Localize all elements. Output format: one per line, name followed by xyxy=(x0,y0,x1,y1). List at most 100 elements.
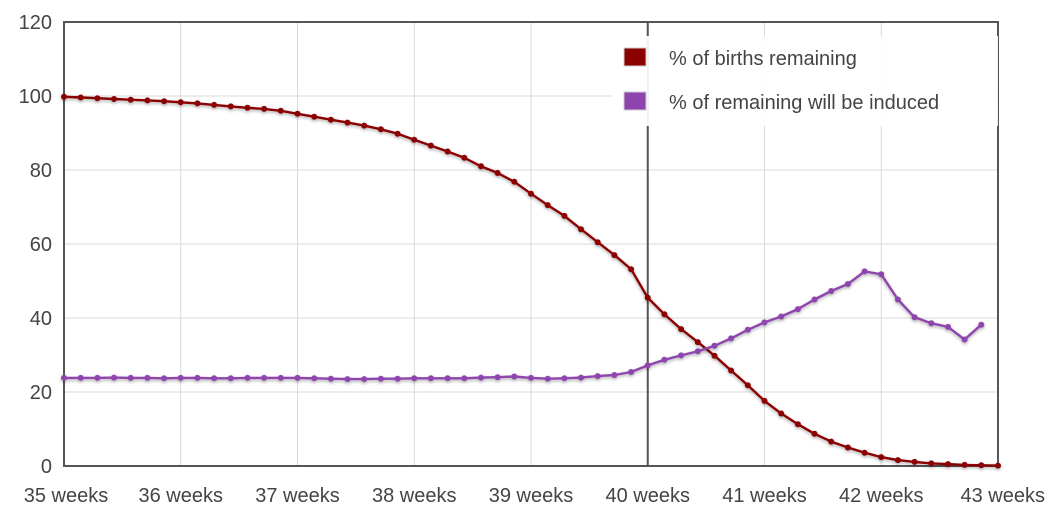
data-point xyxy=(544,202,551,209)
data-point xyxy=(561,375,568,382)
y-tick-label: 40 xyxy=(30,308,52,330)
data-point xyxy=(227,103,234,110)
legend-swatch[interactable] xyxy=(623,91,647,111)
data-point xyxy=(961,461,968,468)
data-point xyxy=(344,376,351,383)
data-point xyxy=(444,375,451,382)
data-point xyxy=(945,323,951,330)
data-point xyxy=(77,374,84,381)
data-point xyxy=(277,374,284,381)
y-axis: 0 20 40 60 80 100 120 xyxy=(19,12,52,478)
data-point xyxy=(177,374,184,381)
x-tick-label: 42 weeks xyxy=(839,485,924,507)
data-point xyxy=(127,96,134,103)
legend-background xyxy=(612,36,998,126)
data-point xyxy=(694,339,701,346)
series-2 xyxy=(61,268,985,383)
data-point xyxy=(878,271,885,278)
data-point xyxy=(344,119,351,126)
data-point xyxy=(411,136,418,143)
data-point xyxy=(644,362,651,369)
data-point xyxy=(911,458,918,465)
data-point xyxy=(794,306,801,313)
legend-label[interactable]: % of remaining will be induced xyxy=(669,92,939,114)
data-point xyxy=(778,410,785,417)
data-point xyxy=(711,352,718,359)
data-point xyxy=(294,110,301,117)
data-point xyxy=(144,374,151,381)
series-1 xyxy=(61,93,1001,469)
data-point xyxy=(394,130,401,137)
x-tick-label: 35 weeks xyxy=(24,485,109,507)
data-point xyxy=(77,94,84,101)
data-point xyxy=(111,374,117,381)
data-point xyxy=(778,313,785,320)
data-point xyxy=(244,104,251,111)
data-point xyxy=(828,288,835,294)
x-tick-label: 38 weeks xyxy=(372,485,457,507)
data-point xyxy=(844,281,851,287)
x-tick-label: 37 weeks xyxy=(255,485,340,507)
data-point xyxy=(945,461,951,468)
data-point xyxy=(811,430,818,437)
data-point xyxy=(427,375,434,382)
data-point xyxy=(594,239,601,246)
data-point xyxy=(528,190,534,197)
data-point xyxy=(894,457,901,464)
y-tick-label: 60 xyxy=(30,234,52,256)
data-point xyxy=(194,374,201,381)
data-point xyxy=(377,375,384,382)
data-point xyxy=(678,326,685,333)
data-point xyxy=(761,319,768,326)
data-point xyxy=(411,375,418,382)
data-point xyxy=(694,348,701,355)
data-point xyxy=(794,421,801,428)
data-point xyxy=(628,369,635,375)
data-point xyxy=(227,375,234,382)
data-point xyxy=(728,367,735,374)
x-tick-label: 40 weeks xyxy=(606,485,691,507)
data-point xyxy=(311,113,318,120)
data-point xyxy=(711,342,718,349)
data-point xyxy=(244,374,251,381)
data-point xyxy=(995,462,1001,469)
y-tick-label: 20 xyxy=(30,382,52,404)
data-point xyxy=(94,374,101,381)
data-point xyxy=(578,226,584,233)
data-point xyxy=(327,116,334,123)
y-tick-label: 120 xyxy=(19,12,52,34)
data-point xyxy=(194,100,201,107)
data-point xyxy=(544,375,551,382)
data-point xyxy=(261,374,268,381)
series-line xyxy=(62,270,983,381)
data-point xyxy=(661,311,668,318)
data-point xyxy=(211,101,218,108)
data-point xyxy=(678,352,685,359)
data-point xyxy=(61,93,67,100)
plot-area xyxy=(63,21,999,467)
data-point xyxy=(611,252,618,259)
data-point xyxy=(894,296,901,303)
data-point xyxy=(427,142,434,149)
data-point xyxy=(744,382,751,389)
data-point xyxy=(444,148,451,155)
x-tick-label: 39 weeks xyxy=(489,485,574,507)
y-tick-label: 80 xyxy=(30,160,52,182)
legend-swatch[interactable] xyxy=(623,47,647,67)
data-point xyxy=(761,397,768,404)
data-point xyxy=(728,335,735,342)
data-point xyxy=(961,336,968,343)
data-point xyxy=(511,178,518,185)
data-point xyxy=(294,374,301,381)
data-point xyxy=(744,326,751,333)
x-axis: 35 weeks 36 weeks 37 weeks 38 weeks 39 weeks… xyxy=(24,485,1045,507)
data-point xyxy=(561,212,568,219)
series-layer xyxy=(61,93,1001,469)
legend-label[interactable]: % of births remaining xyxy=(669,48,857,70)
data-point xyxy=(478,374,484,381)
data-point xyxy=(361,376,368,383)
data-point xyxy=(928,460,935,467)
data-point xyxy=(828,438,835,445)
data-point xyxy=(61,374,67,381)
